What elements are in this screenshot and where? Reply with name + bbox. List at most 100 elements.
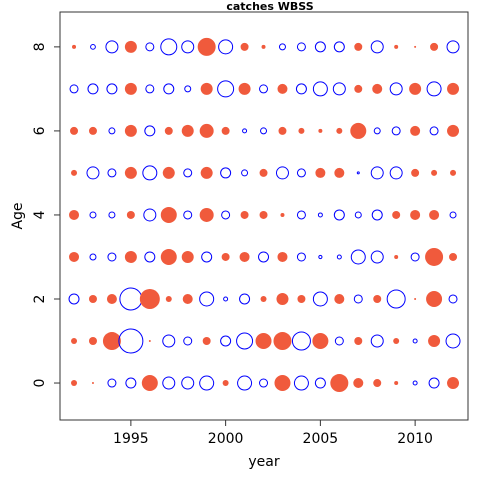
negative-bubble (258, 251, 270, 263)
negative-bubble (260, 127, 268, 135)
negative-bubble (89, 253, 97, 261)
positive-bubble (165, 295, 172, 302)
negative-bubble (426, 81, 442, 97)
negative-bubble (217, 80, 235, 98)
negative-bubble (220, 335, 232, 347)
negative-bubble (106, 83, 118, 95)
positive-bubble (91, 382, 94, 385)
negative-bubble (163, 83, 175, 95)
positive-bubble (430, 42, 439, 51)
negative-bubble (350, 249, 366, 265)
y-tick-label: 4 (32, 210, 48, 219)
negative-bubble (181, 40, 195, 54)
positive-bubble (277, 251, 288, 262)
y-tick-label: 2 (32, 295, 48, 304)
positive-bubble (260, 295, 267, 302)
positive-bubble (280, 212, 285, 217)
positive-bubble (426, 290, 443, 307)
negative-bubble (295, 83, 307, 95)
negative-bubble (162, 334, 176, 348)
negative-bubble (241, 169, 249, 177)
negative-bubble (105, 40, 119, 54)
negative-bubble (370, 166, 384, 180)
positive-bubble (139, 288, 160, 309)
negative-bubble (119, 287, 143, 311)
negative-bubble (429, 126, 439, 136)
positive-bubble (197, 37, 216, 56)
positive-bubble (273, 332, 292, 351)
negative-bubble (389, 82, 403, 96)
positive-bubble (182, 293, 193, 304)
positive-bubble (449, 252, 458, 261)
negative-bubble (183, 168, 193, 178)
negative-bubble (145, 42, 155, 52)
negative-bubble (370, 40, 384, 54)
positive-bubble (297, 294, 306, 303)
negative-bubble (412, 338, 418, 344)
negative-bubble (142, 165, 158, 181)
positive-bubble (124, 166, 137, 179)
positive-bubble (88, 337, 97, 346)
negative-bubble (446, 40, 460, 54)
positive-bubble (312, 333, 329, 350)
negative-bubble (412, 380, 418, 386)
negative-bubble (333, 209, 345, 221)
negative-bubble (291, 331, 311, 351)
positive-bubble (354, 84, 363, 93)
negative-bubble (223, 296, 229, 302)
positive-bubble (221, 126, 230, 135)
positive-bubble (274, 375, 291, 392)
negative-bubble (242, 128, 248, 134)
positive-bubble (71, 338, 78, 345)
negative-bubble (86, 166, 100, 180)
positive-bubble (410, 125, 421, 136)
positive-bubble (255, 333, 272, 350)
negative-bubble (199, 375, 215, 391)
negative-bubble (448, 294, 458, 304)
positive-bubble (450, 169, 457, 176)
positive-bubble (261, 44, 266, 49)
positive-bubble (141, 375, 158, 392)
negative-bubble (334, 336, 344, 346)
negative-bubble (354, 211, 362, 219)
negative-bubble (314, 377, 326, 389)
positive-bubble (72, 44, 77, 49)
positive-bubble (240, 42, 249, 51)
positive-bubble (160, 206, 177, 223)
negative-bubble (391, 126, 401, 136)
y-tick-label: 0 (32, 379, 48, 388)
positive-bubble (428, 335, 441, 348)
negative-bubble (144, 125, 156, 137)
positive-bubble (199, 123, 214, 138)
positive-bubble (414, 297, 417, 300)
negative-bubble (373, 127, 381, 135)
positive-bubble (394, 254, 399, 259)
positive-bubble (199, 207, 214, 222)
positive-bubble (429, 209, 440, 220)
negative-bubble (220, 167, 232, 179)
positive-bubble (124, 250, 137, 263)
negative-bubble (221, 210, 231, 220)
negative-bubble (296, 168, 306, 178)
negative-bubble (410, 252, 420, 262)
positive-bubble (240, 210, 249, 219)
positive-bubble (126, 210, 135, 219)
positive-bubble (373, 379, 382, 388)
y-tick-label: 8 (32, 42, 48, 51)
negative-bubble (108, 211, 116, 219)
negative-bubble (162, 376, 176, 390)
x-tick-label: 2010 (397, 431, 433, 447)
positive-bubble (200, 82, 213, 95)
negative-bubble (296, 210, 306, 220)
negative-bubble (449, 211, 457, 219)
negative-bubble (107, 378, 117, 388)
negative-bubble (89, 211, 97, 219)
positive-bubble (411, 168, 420, 177)
positive-bubble (318, 128, 323, 133)
negative-bubble (445, 333, 461, 349)
positive-bubble (238, 82, 251, 95)
positive-bubble (277, 83, 288, 94)
negative-bubble (218, 39, 234, 55)
negative-bubble (296, 252, 306, 262)
positive-bubble (447, 82, 460, 95)
